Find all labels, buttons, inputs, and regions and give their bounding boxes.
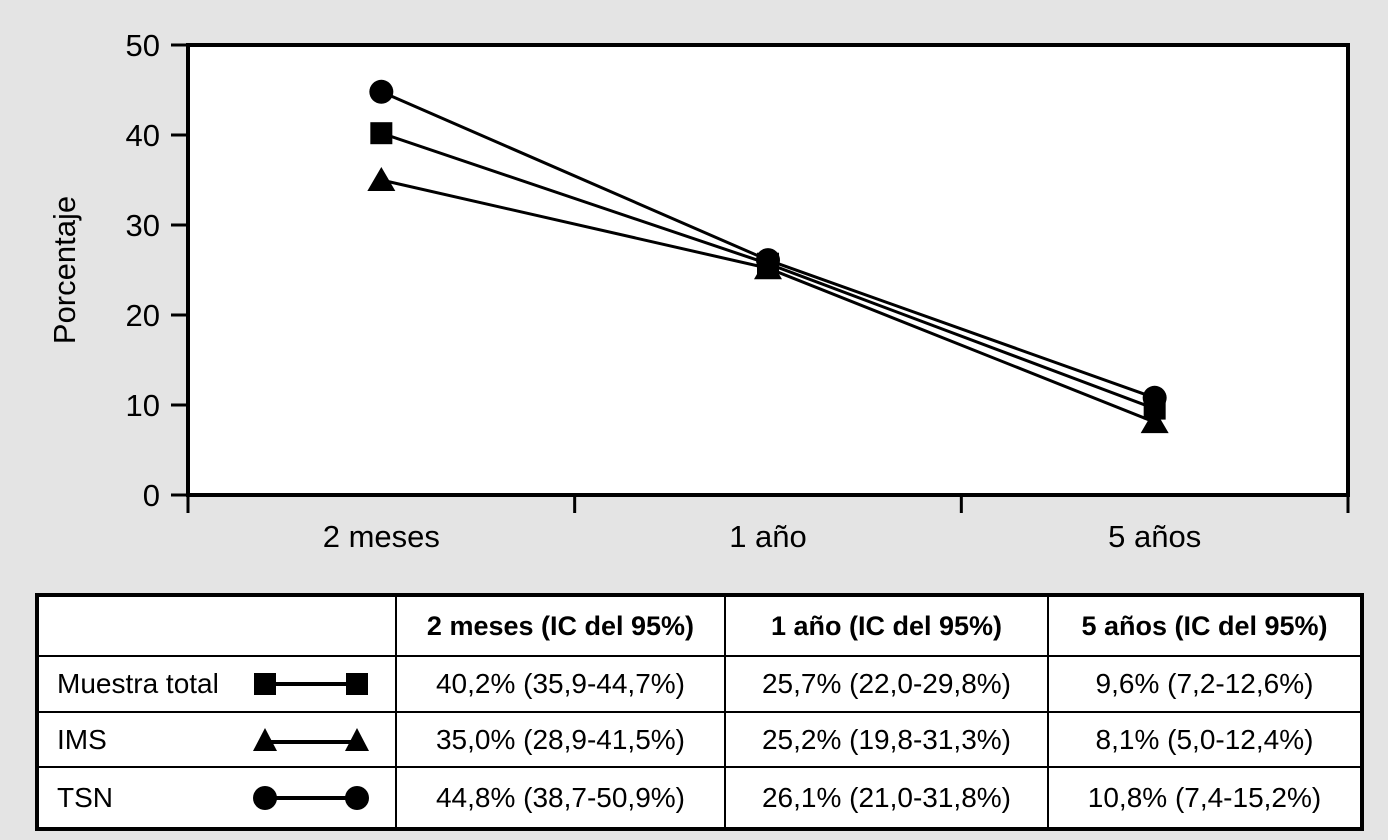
x-category-label: 1 año xyxy=(729,519,807,554)
y-tick-label: 10 xyxy=(126,388,160,423)
cell-ims-2meses: 35,0% (28,9-41,5%) xyxy=(395,711,726,768)
table-header-row: 2 meses (IC del 95%) 1 año (IC del 95%) … xyxy=(36,594,1363,657)
table-row-tsn: TSN 44,8% (38,7-50,9%) 26,1% (21,0-31,8%… xyxy=(36,766,1363,830)
y-tick-label: 50 xyxy=(126,28,160,63)
col-header-2-meses: 2 meses (IC del 95%) xyxy=(395,594,726,657)
circle-marker xyxy=(369,79,394,104)
circle-marker xyxy=(1142,385,1167,410)
triangle-marker xyxy=(367,167,396,191)
cell-muestra-1ano: 25,7% (22,0-29,8%) xyxy=(724,655,1049,713)
table-row-muestra-total: Muestra total 40,2% (35,9-44,7%) 25,7% (… xyxy=(36,655,1363,713)
y-tick-label: 30 xyxy=(126,208,160,243)
table-corner-cell xyxy=(36,594,397,657)
cell-muestra-2meses: 40,2% (35,9-44,7%) xyxy=(395,655,726,713)
cell-tsn-5anos: 10,8% (7,4-15,2%) xyxy=(1047,766,1363,830)
row-label: TSN xyxy=(57,781,113,813)
row-label: IMS xyxy=(57,723,107,755)
square-line-legend-symbol xyxy=(254,673,368,695)
cell-ims-1ano: 25,2% (19,8-31,3%) xyxy=(724,711,1049,768)
triangle-line-legend-symbol xyxy=(253,727,369,751)
cell-tsn-1ano: 26,1% (21,0-31,8%) xyxy=(724,766,1049,830)
x-category-label: 5 años xyxy=(1108,519,1201,554)
table-row-ims: IMS 35,0% (28,9-41,5%) 25,2% (19,8-31,3%… xyxy=(36,711,1363,768)
row-header-ims: IMS xyxy=(36,711,397,768)
circle-line-legend-symbol xyxy=(253,785,369,810)
y-axis-title: Porcentaje xyxy=(47,196,82,344)
circle-marker xyxy=(756,248,780,273)
cell-muestra-5anos: 9,6% (7,2-12,6%) xyxy=(1047,655,1363,713)
line-chart: 0 10 20 30 40 50 2 meses 1 año 5 años Porcentaje xyxy=(47,28,1350,554)
col-header-5-anos: 5 años (IC del 95%) xyxy=(1047,594,1363,657)
y-tick-label: 40 xyxy=(126,118,160,153)
triangle-marker xyxy=(1140,409,1169,434)
square-marker xyxy=(370,122,393,145)
y-tick-label: 0 xyxy=(143,478,160,513)
row-label: Muestra total xyxy=(57,668,219,699)
cell-ims-5anos: 8,1% (5,0-12,4%) xyxy=(1047,711,1363,768)
y-tick-label: 20 xyxy=(126,298,160,333)
row-header-tsn: TSN xyxy=(36,766,397,830)
x-category-label: 2 meses xyxy=(323,519,440,554)
data-table: 2 meses (IC del 95%) 1 año (IC del 95%) … xyxy=(35,593,1364,831)
row-header-muestra-total: Muestra total xyxy=(36,655,397,713)
col-header-1-ano: 1 año (IC del 95%) xyxy=(724,594,1049,657)
cell-tsn-2meses: 44,8% (38,7-50,9%) xyxy=(395,766,726,830)
